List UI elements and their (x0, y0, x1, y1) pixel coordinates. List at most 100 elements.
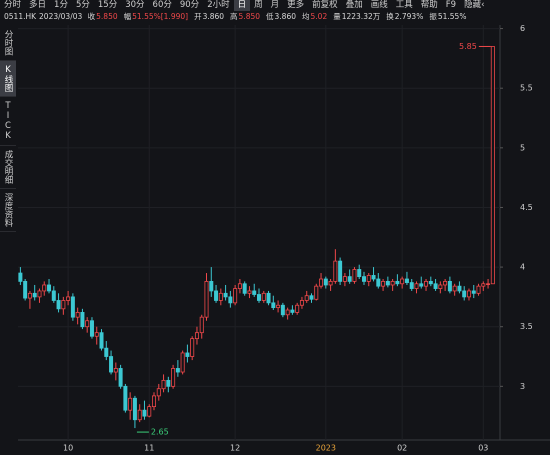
field-value: 5.850 (96, 12, 118, 21)
candle-body (37, 290, 42, 298)
candle-body (180, 352, 185, 373)
candle-body (190, 338, 195, 357)
toolbar-tab[interactable]: 前复权 (312, 0, 338, 10)
candle-body (295, 304, 300, 313)
candle-body (447, 280, 452, 292)
annotation-label: 5.85 (459, 42, 477, 51)
toolbar-tab[interactable]: 90分 (179, 0, 200, 10)
toolbar-tab[interactable]: 叠加 (345, 0, 363, 10)
field-value: 51.55% (437, 12, 467, 21)
candle-body (185, 352, 190, 357)
field-label: 高 (230, 12, 238, 21)
candle-body (385, 280, 390, 286)
candle-body (80, 311, 85, 328)
x-tick-label: 03 (478, 444, 488, 453)
field-value: 5.02 (310, 12, 328, 21)
sidebar-tab[interactable]: 分时图 (0, 26, 16, 61)
field-label: 收 (87, 12, 96, 21)
toolbar-tab[interactable]: 60分 (152, 0, 172, 10)
sidebar: 分时图 K线图 TICK 成交明细 深度资料 (0, 26, 16, 232)
candle-body (171, 368, 176, 387)
toolbar: 分时 多日 1分 5分 15分 30分 60分 90分 2小时日周月更多 前复权 叠加 画线 工具 帮助 F… (0, 0, 488, 11)
date: 2023/03/03 (39, 12, 83, 21)
candle-body (266, 292, 271, 304)
field: 均5.02 (302, 12, 330, 21)
candle-body (400, 278, 405, 285)
candle-body (476, 285, 481, 294)
candle-body (214, 290, 219, 301)
candle-body (319, 278, 324, 287)
quote-info: 0511.HK 2023/03/03 收5.850 幅51.55%[1.990] 开3… (4, 12, 472, 22)
candle-body (142, 409, 147, 417)
candle-body (128, 397, 133, 411)
candle-body (70, 296, 75, 318)
sidebar-tab[interactable]: 深度资料 (0, 189, 16, 232)
toolbar-tab[interactable]: 多日 (29, 0, 47, 10)
candle-body (309, 295, 314, 300)
candle-body (333, 260, 338, 282)
field-value: 1223.32万 (341, 12, 381, 21)
toolbar-tab[interactable]: 15分 (97, 0, 118, 10)
candle-body (409, 282, 414, 289)
toolbar-tab[interactable]: F9 (445, 0, 457, 10)
field-value: 2.793% (394, 12, 424, 21)
toolbar-tab[interactable]: 30分 (125, 0, 145, 10)
candle-body (223, 292, 228, 298)
candle-body (419, 283, 424, 287)
candle-body (66, 296, 71, 301)
candle-body (390, 280, 395, 286)
toolbar-tab[interactable]: 月 (270, 0, 280, 10)
field: 换2.793% (386, 12, 426, 21)
candle-body (314, 285, 319, 300)
candle-body (113, 368, 118, 373)
sidebar-tab[interactable]: K线图 (0, 60, 16, 97)
sidebar-tab[interactable]: TICK (0, 97, 16, 146)
candle-body (228, 296, 233, 304)
candle-body (42, 284, 47, 292)
toolbar-tab[interactable]: 帮助 (420, 0, 438, 10)
candle-body (438, 284, 443, 289)
x-tick-label: 10 (63, 444, 73, 453)
toolbar-tab[interactable]: 隐藏‹ (464, 0, 485, 10)
x-tick-label: 12 (230, 444, 240, 453)
candle-body (414, 283, 419, 289)
candle-body (247, 290, 252, 294)
candle-body (342, 276, 347, 282)
candle-body (109, 356, 114, 373)
candle-body (347, 276, 352, 282)
field: 收5.850 (88, 12, 121, 21)
candle-body (256, 294, 261, 301)
candle-body (132, 397, 137, 421)
candle-body (118, 368, 123, 387)
candle-body (361, 276, 366, 282)
candle-body (271, 302, 276, 309)
candle-body (75, 311, 80, 318)
candle-body (47, 284, 52, 292)
toolbar-tab[interactable]: 日 (233, 0, 251, 11)
candle-body (237, 283, 242, 289)
field: 高5.850 (230, 12, 263, 21)
field-value: 5.850 (238, 12, 261, 21)
candle-body (424, 280, 429, 287)
toolbar-tab[interactable]: 分时 (4, 0, 22, 10)
toolbar-tab[interactable]: 工具 (395, 0, 413, 10)
field-label: 振 (429, 12, 437, 21)
candle-body (152, 395, 157, 408)
field-label: 均 (302, 12, 310, 21)
candle-body (404, 278, 409, 283)
x-tick-label: 11 (144, 444, 154, 453)
candle-body (85, 320, 90, 328)
toolbar-tab[interactable]: 5分 (75, 0, 90, 10)
x-tick-label: 02 (397, 444, 407, 453)
toolbar-tab[interactable]: 1分 (54, 0, 68, 10)
candle-body (433, 283, 438, 289)
toolbar-tab[interactable]: 画线 (370, 0, 388, 10)
candle-body (166, 379, 171, 387)
candle-body (194, 332, 199, 340)
toolbar-tab[interactable]: 更多 (287, 0, 305, 10)
toolbar-tab[interactable]: 周 (254, 0, 263, 10)
sidebar-tab[interactable]: 成交明细 (0, 146, 16, 189)
candle-body (276, 304, 281, 309)
toolbar-tab[interactable]: 2小时 (207, 0, 230, 10)
